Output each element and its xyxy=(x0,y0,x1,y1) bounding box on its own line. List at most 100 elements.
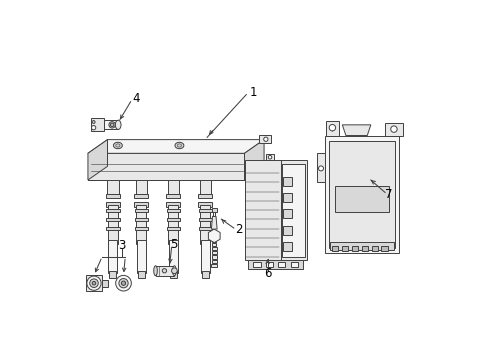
Circle shape xyxy=(390,126,396,132)
Bar xyxy=(198,202,212,207)
Bar xyxy=(341,246,347,251)
Bar xyxy=(335,186,388,212)
Bar xyxy=(351,246,357,251)
Bar xyxy=(283,210,292,219)
Bar xyxy=(108,205,118,244)
Ellipse shape xyxy=(175,142,183,149)
Circle shape xyxy=(110,123,114,127)
Text: 3: 3 xyxy=(118,239,125,252)
Bar xyxy=(253,262,260,267)
Polygon shape xyxy=(258,135,271,143)
Bar xyxy=(198,218,212,221)
Bar xyxy=(200,240,209,273)
Bar xyxy=(168,240,178,273)
Bar xyxy=(211,256,216,258)
Bar xyxy=(213,211,215,216)
Bar xyxy=(199,180,211,194)
Bar xyxy=(168,205,178,244)
Circle shape xyxy=(171,268,177,274)
Bar xyxy=(102,280,107,287)
Text: 1: 1 xyxy=(249,86,257,99)
Polygon shape xyxy=(325,121,338,135)
Circle shape xyxy=(87,276,101,290)
Bar xyxy=(166,227,180,230)
Bar xyxy=(108,240,117,273)
Bar xyxy=(211,208,216,212)
Bar xyxy=(198,209,212,212)
Text: 5: 5 xyxy=(169,238,177,251)
Polygon shape xyxy=(244,140,264,180)
Bar xyxy=(324,135,399,253)
Bar xyxy=(361,246,367,251)
Circle shape xyxy=(109,122,115,128)
Bar xyxy=(136,205,146,244)
Bar xyxy=(265,262,272,267)
Circle shape xyxy=(318,166,323,171)
Bar xyxy=(331,246,337,251)
Circle shape xyxy=(116,275,131,291)
Bar xyxy=(381,246,387,251)
Bar xyxy=(211,264,217,267)
Text: 4: 4 xyxy=(132,92,140,105)
Polygon shape xyxy=(88,140,107,180)
Bar xyxy=(106,209,120,212)
Bar xyxy=(328,141,394,248)
Bar xyxy=(138,271,144,278)
Polygon shape xyxy=(88,153,244,180)
Bar xyxy=(167,180,179,194)
Bar xyxy=(109,271,116,278)
Text: 6: 6 xyxy=(264,267,271,280)
Bar xyxy=(244,161,306,260)
Ellipse shape xyxy=(113,142,122,149)
Bar xyxy=(134,209,148,212)
Polygon shape xyxy=(384,123,402,135)
Polygon shape xyxy=(317,153,324,183)
Bar xyxy=(211,260,217,263)
Bar xyxy=(266,154,273,161)
Bar xyxy=(198,194,212,198)
Bar xyxy=(166,209,180,212)
Polygon shape xyxy=(155,266,174,276)
Bar xyxy=(137,240,145,273)
Bar xyxy=(198,227,212,230)
Bar xyxy=(134,194,148,198)
Bar xyxy=(283,226,292,235)
Circle shape xyxy=(89,279,98,288)
Bar xyxy=(211,251,216,255)
Circle shape xyxy=(268,156,271,159)
Bar xyxy=(106,227,120,230)
Bar xyxy=(166,202,180,207)
Bar xyxy=(166,218,180,221)
Circle shape xyxy=(92,121,95,123)
Polygon shape xyxy=(211,216,217,229)
Polygon shape xyxy=(91,118,104,131)
Bar xyxy=(283,177,292,186)
Circle shape xyxy=(162,269,166,273)
Circle shape xyxy=(263,137,267,141)
Text: 2: 2 xyxy=(235,223,243,236)
Circle shape xyxy=(92,282,96,285)
Bar xyxy=(107,180,118,194)
Bar xyxy=(134,202,148,207)
Ellipse shape xyxy=(177,144,181,147)
Bar xyxy=(278,262,285,267)
Bar xyxy=(169,271,177,278)
Bar xyxy=(106,218,120,221)
Bar xyxy=(105,194,120,198)
Bar xyxy=(283,242,292,251)
Bar xyxy=(135,180,147,194)
Bar xyxy=(134,227,148,230)
Bar xyxy=(371,246,377,251)
Bar xyxy=(247,260,303,269)
Ellipse shape xyxy=(153,266,157,276)
Circle shape xyxy=(119,279,128,288)
Bar xyxy=(329,242,393,250)
Bar xyxy=(211,247,216,250)
Text: 7: 7 xyxy=(384,188,391,202)
Bar xyxy=(290,262,297,267)
Circle shape xyxy=(328,125,335,131)
Bar xyxy=(212,238,216,242)
Bar xyxy=(166,194,180,198)
Ellipse shape xyxy=(172,266,176,276)
Polygon shape xyxy=(86,275,102,291)
